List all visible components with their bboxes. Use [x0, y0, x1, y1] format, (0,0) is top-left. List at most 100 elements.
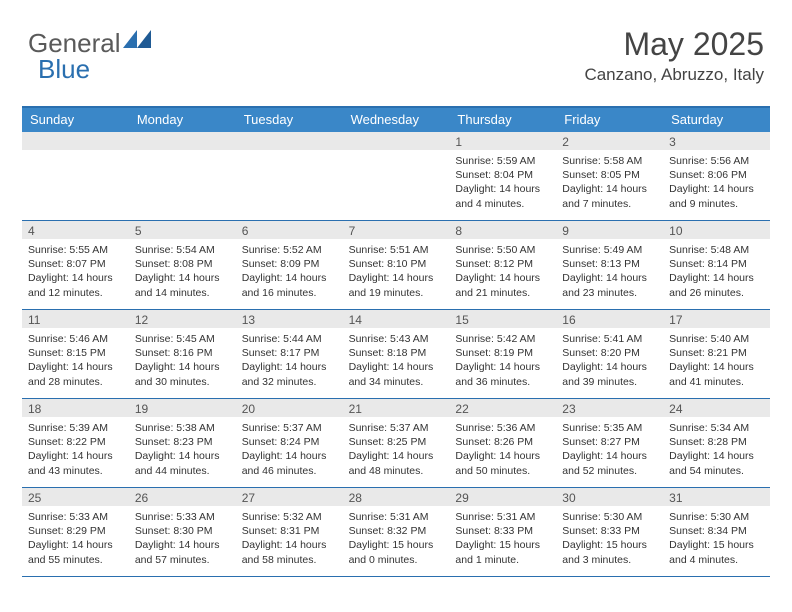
calendar-cell: 8Sunrise: 5:50 AMSunset: 8:12 PMDaylight…	[449, 221, 556, 309]
daylight-line: Daylight: 15 hours and 4 minutes.	[669, 538, 764, 566]
sunrise-line: Sunrise: 5:56 AM	[669, 154, 764, 168]
calendar-cell	[22, 132, 129, 220]
sunrise-line: Sunrise: 5:49 AM	[562, 243, 657, 257]
day-number: 1	[449, 132, 556, 150]
sunrise-line: Sunrise: 5:46 AM	[28, 332, 123, 346]
daylight-line: Daylight: 14 hours and 7 minutes.	[562, 182, 657, 210]
sunset-line: Sunset: 8:20 PM	[562, 346, 657, 360]
sunset-line: Sunset: 8:31 PM	[242, 524, 337, 538]
sunrise-line: Sunrise: 5:31 AM	[349, 510, 444, 524]
calendar: SundayMondayTuesdayWednesdayThursdayFrid…	[22, 106, 770, 577]
sunrise-line: Sunrise: 5:40 AM	[669, 332, 764, 346]
daylight-line: Daylight: 14 hours and 41 minutes.	[669, 360, 764, 388]
calendar-cell: 9Sunrise: 5:49 AMSunset: 8:13 PMDaylight…	[556, 221, 663, 309]
daylight-line: Daylight: 14 hours and 23 minutes.	[562, 271, 657, 299]
day-number: 16	[556, 310, 663, 328]
calendar-weeks: 1Sunrise: 5:59 AMSunset: 8:04 PMDaylight…	[22, 132, 770, 577]
day-number: 14	[343, 310, 450, 328]
daylight-line: Daylight: 14 hours and 21 minutes.	[455, 271, 550, 299]
day-number: 20	[236, 399, 343, 417]
day-number: 23	[556, 399, 663, 417]
day-header: Sunday	[22, 108, 129, 132]
logo-triangle-icon	[123, 28, 151, 48]
sunset-line: Sunset: 8:05 PM	[562, 168, 657, 182]
sunset-line: Sunset: 8:19 PM	[455, 346, 550, 360]
sunrise-line: Sunrise: 5:58 AM	[562, 154, 657, 168]
calendar-cell: 23Sunrise: 5:35 AMSunset: 8:27 PMDayligh…	[556, 399, 663, 487]
day-number: 29	[449, 488, 556, 506]
sunrise-line: Sunrise: 5:38 AM	[135, 421, 230, 435]
day-number: 17	[663, 310, 770, 328]
month-title: May 2025	[584, 26, 764, 63]
sunrise-line: Sunrise: 5:37 AM	[349, 421, 444, 435]
sunset-line: Sunset: 8:15 PM	[28, 346, 123, 360]
sunrise-line: Sunrise: 5:54 AM	[135, 243, 230, 257]
day-number: 12	[129, 310, 236, 328]
sunset-line: Sunset: 8:06 PM	[669, 168, 764, 182]
calendar-cell: 19Sunrise: 5:38 AMSunset: 8:23 PMDayligh…	[129, 399, 236, 487]
calendar-cell: 18Sunrise: 5:39 AMSunset: 8:22 PMDayligh…	[22, 399, 129, 487]
day-number: 11	[22, 310, 129, 328]
calendar-cell: 10Sunrise: 5:48 AMSunset: 8:14 PMDayligh…	[663, 221, 770, 309]
calendar-week: 18Sunrise: 5:39 AMSunset: 8:22 PMDayligh…	[22, 399, 770, 488]
calendar-cell: 31Sunrise: 5:30 AMSunset: 8:34 PMDayligh…	[663, 488, 770, 576]
daylight-line: Daylight: 14 hours and 50 minutes.	[455, 449, 550, 477]
sunset-line: Sunset: 8:33 PM	[455, 524, 550, 538]
sunset-line: Sunset: 8:17 PM	[242, 346, 337, 360]
calendar-cell: 11Sunrise: 5:46 AMSunset: 8:15 PMDayligh…	[22, 310, 129, 398]
calendar-cell: 12Sunrise: 5:45 AMSunset: 8:16 PMDayligh…	[129, 310, 236, 398]
sunset-line: Sunset: 8:18 PM	[349, 346, 444, 360]
sunrise-line: Sunrise: 5:33 AM	[28, 510, 123, 524]
sunset-line: Sunset: 8:23 PM	[135, 435, 230, 449]
daylight-line: Daylight: 14 hours and 26 minutes.	[669, 271, 764, 299]
calendar-cell: 2 Sunrise: 5:58 AMSunset: 8:05 PMDaylight…	[556, 132, 663, 220]
sunrise-line: Sunrise: 5:51 AM	[349, 243, 444, 257]
sunset-line: Sunset: 8:08 PM	[135, 257, 230, 271]
sunset-line: Sunset: 8:09 PM	[242, 257, 337, 271]
day-number: 28	[343, 488, 450, 506]
sunrise-line: Sunrise: 5:42 AM	[455, 332, 550, 346]
sunrise-line: Sunrise: 5:30 AM	[562, 510, 657, 524]
calendar-cell: 4Sunrise: 5:55 AMSunset: 8:07 PMDaylight…	[22, 221, 129, 309]
location-text: Canzano, Abruzzo, Italy	[584, 65, 764, 85]
sunset-line: Sunset: 8:27 PM	[562, 435, 657, 449]
daylight-line: Daylight: 14 hours and 14 minutes.	[135, 271, 230, 299]
sunrise-line: Sunrise: 5:48 AM	[669, 243, 764, 257]
calendar-cell: 7Sunrise: 5:51 AMSunset: 8:10 PMDaylight…	[343, 221, 450, 309]
calendar-week: 25Sunrise: 5:33 AMSunset: 8:29 PMDayligh…	[22, 488, 770, 577]
calendar-cell: 20Sunrise: 5:37 AMSunset: 8:24 PMDayligh…	[236, 399, 343, 487]
daylight-line: Daylight: 14 hours and 4 minutes.	[455, 182, 550, 210]
day-number	[22, 132, 129, 150]
calendar-cell: 25Sunrise: 5:33 AMSunset: 8:29 PMDayligh…	[22, 488, 129, 576]
day-number: 21	[343, 399, 450, 417]
daylight-line: Daylight: 14 hours and 30 minutes.	[135, 360, 230, 388]
calendar-cell	[236, 132, 343, 220]
daylight-line: Daylight: 15 hours and 1 minute.	[455, 538, 550, 566]
calendar-cell: 16Sunrise: 5:41 AMSunset: 8:20 PMDayligh…	[556, 310, 663, 398]
calendar-week: 11 Sunrise: 5:46 AMSunset: 8:15 PM Dayligh…	[22, 310, 770, 399]
daylight-line: Daylight: 14 hours and 54 minutes.	[669, 449, 764, 477]
day-number: 2	[556, 132, 663, 150]
calendar-week: 1Sunrise: 5:59 AMSunset: 8:04 PMDaylight…	[22, 132, 770, 221]
day-headers-row: SundayMondayTuesdayWednesdayThursdayFrid…	[22, 108, 770, 132]
daylight-line: Daylight: 14 hours and 9 minutes.	[669, 182, 764, 210]
daylight-line: Daylight: 14 hours and 19 minutes.	[349, 271, 444, 299]
calendar-cell: 17Sunrise: 5:40 AMSunset: 8:21 PMDayligh…	[663, 310, 770, 398]
calendar-cell: 21Sunrise: 5:37 AMSunset: 8:25 PMDayligh…	[343, 399, 450, 487]
sunset-line: Sunset: 8:25 PM	[349, 435, 444, 449]
day-number: 4	[22, 221, 129, 239]
day-number: 9	[556, 221, 663, 239]
day-number: 30	[556, 488, 663, 506]
sunrise-line: Sunrise: 5:36 AM	[455, 421, 550, 435]
daylight-line: Daylight: 14 hours and 46 minutes.	[242, 449, 337, 477]
day-number	[129, 132, 236, 150]
sunrise-line: Sunrise: 5:37 AM	[242, 421, 337, 435]
sunrise-line: Sunrise: 5:34 AM	[669, 421, 764, 435]
sunrise-line: Sunrise: 5:30 AM	[669, 510, 764, 524]
calendar-cell: 24Sunrise: 5:34 AMSunset: 8:28 PMDayligh…	[663, 399, 770, 487]
day-header: Tuesday	[236, 108, 343, 132]
sunset-line: Sunset: 8:14 PM	[669, 257, 764, 271]
calendar-cell	[129, 132, 236, 220]
day-number	[236, 132, 343, 150]
sunset-line: Sunset: 8:22 PM	[28, 435, 123, 449]
